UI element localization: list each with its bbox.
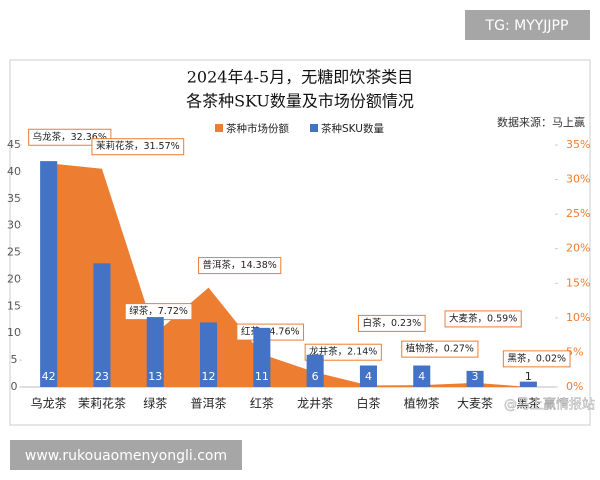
label-box [502,350,571,368]
bar [519,381,537,387]
bar-label: 3 [472,370,479,383]
label-box [401,340,479,358]
y-tick-label: 30 [7,219,21,232]
data-label: 大麦茶，0.59% [449,312,517,324]
data-label: 茉莉花茶，31.57% [96,140,180,152]
bar [306,354,324,387]
bar [40,161,58,387]
chart-title: 2024年4-5月，无糖即饮茶类目 [187,68,414,87]
bar [200,322,218,387]
bar [253,327,271,387]
y2-tick-label: 0% [566,380,583,393]
x-tick-label: 黑茶 [516,396,540,411]
y-tick-label: 20 [7,272,21,285]
bar-label: 23 [95,370,109,383]
legend-label: 茶种SKU数量 [321,122,384,135]
y-tick-label: 0 [11,380,18,393]
bar-label: 4 [418,370,425,383]
data-label: 龙井茶，2.14% [309,346,377,358]
watermark: @马上赢情报站 [504,397,595,413]
y-tick-label: 40 [7,165,21,178]
y2-tick-label: 15% [566,276,590,289]
bar [359,365,377,387]
x-tick-label: 红茶 [250,396,274,411]
y2-tick-label: 20% [566,242,590,255]
legend-swatch [310,124,318,132]
legend-label: 茶种市场份额 [226,122,289,135]
label-box [198,257,282,275]
label-box [28,128,112,146]
y-tick-label: 15 [7,299,21,312]
y2-tick-label: 25% [566,207,590,220]
bar-label: 13 [148,370,162,383]
x-tick-label: 绿茶 [143,396,167,411]
x-tick-label: 茉莉花茶 [78,396,126,411]
bar [466,370,484,387]
x-tick-label: 植物茶 [404,396,440,411]
bar-label: 11 [255,370,269,383]
data-label: 乌龙茶，32.36% [33,131,107,143]
label-box [91,138,185,156]
x-tick-label: 白茶 [356,396,380,411]
bar-label: 6 [312,370,319,383]
y-tick-label: 10 [7,326,21,339]
bar [413,365,431,387]
bar-label: 42 [42,370,56,383]
y-tick-label: 45 [7,138,21,151]
watermark-box [10,440,242,470]
x-tick-label: 龙井茶 [297,396,333,411]
watermark: www.rukouaomenyongli.com [25,448,227,464]
y-tick-label: 5 [11,353,18,366]
y-tick-label: 35 [7,192,21,205]
x-tick-label: 普洱茶 [191,396,227,411]
chart-title: 各茶种SKU数量及市场份额情况 [186,92,414,111]
bar-label: 4 [365,370,372,383]
data-label: 绿茶，7.72% [129,305,188,317]
bar-label: 1 [525,370,532,383]
y-tick-label: 25 [7,246,21,259]
label-box [357,314,426,332]
data-label: 白茶，0.23% [362,317,421,329]
area [48,163,529,387]
x-tick-label: 乌龙茶 [31,396,67,411]
y2-tick-label: 10% [566,311,590,324]
legend-swatch [215,124,223,132]
watermark-box [465,10,590,40]
x-tick-label: 大麦茶 [457,396,493,411]
label-box [444,310,522,328]
data-label: 黑茶，0.02% [507,352,566,364]
source: 数据来源：马上赢 [497,115,585,129]
bar [93,263,111,387]
data-label: 普洱茶，14.38% [203,259,277,271]
y2-tick-label: 35% [566,138,590,151]
watermark: TG: MYYJJPP [485,18,569,34]
label-box [304,343,382,361]
bar [146,317,164,387]
bar-label: 12 [202,370,216,383]
y2-tick-label: 30% [566,173,590,186]
data-label: 植物茶，0.27% [406,343,474,355]
